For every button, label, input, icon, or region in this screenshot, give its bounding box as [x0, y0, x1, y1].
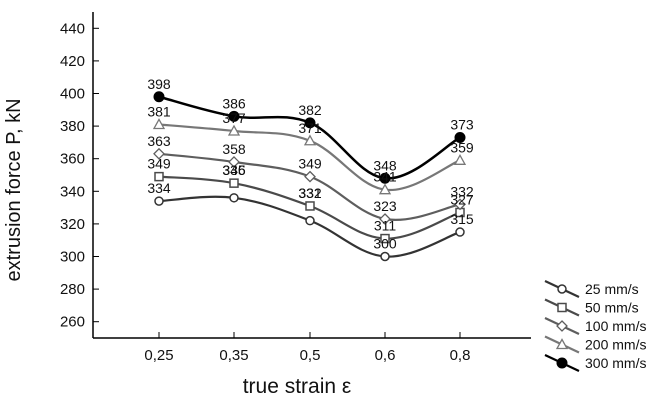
data-label: 332 — [450, 183, 474, 199]
point-25-mm-s — [455, 227, 465, 237]
point-100-mm-s — [379, 213, 391, 225]
point-25-mm-s — [154, 196, 164, 206]
y-tick-label: 420 — [60, 53, 85, 70]
data-label: 377 — [222, 110, 246, 126]
point-300-mm-s — [153, 91, 165, 103]
point-200-mm-s — [378, 183, 392, 195]
data-label: 315 — [450, 211, 474, 227]
data-label: 341 — [373, 169, 397, 185]
data-label: 381 — [147, 103, 171, 119]
data-label: 345 — [222, 162, 246, 178]
legend-marker — [556, 357, 568, 369]
data-label: 358 — [222, 141, 246, 157]
data-label: 373 — [450, 117, 474, 133]
point-300-mm-s — [228, 110, 240, 122]
y-tick-label: 360 — [60, 151, 85, 168]
data-label: 332 — [298, 185, 322, 201]
x-tick-label: 0,6 — [375, 347, 396, 364]
y-tick-label: 320 — [60, 216, 85, 233]
x-axis-ticks: 0,25 0,35 0,5 0,6 0,8 — [144, 332, 470, 364]
data-label: 348 — [373, 157, 397, 173]
y-tick-label: 260 — [60, 314, 85, 331]
point-200-mm-s — [453, 153, 467, 165]
data-label: 300 — [373, 236, 397, 252]
point-100-mm-s — [153, 147, 165, 160]
point-200-mm-s — [227, 124, 241, 136]
legend-label: 100 mm/s — [585, 318, 646, 334]
legend-label: 25 mm/s — [585, 281, 639, 297]
point-25-mm-s — [229, 193, 239, 203]
y-tick-label: 280 — [60, 281, 85, 298]
legend-label: 200 mm/s — [585, 337, 646, 353]
y-tick-label: 400 — [60, 86, 85, 103]
point-200-mm-s — [152, 118, 166, 130]
point-50-mm-s — [305, 201, 315, 211]
data-label: 327 — [450, 191, 474, 207]
point-100-mm-s — [228, 156, 240, 168]
x-tick-label: 0,5 — [300, 347, 321, 364]
point-300-mm-s — [379, 172, 391, 184]
data-label: 331 — [298, 185, 322, 201]
data-label: 382 — [298, 102, 322, 118]
data-label: 311 — [374, 218, 397, 234]
point-25-mm-s — [380, 251, 390, 262]
point-50-mm-s — [154, 171, 164, 182]
data-label: 334 — [147, 180, 171, 196]
x-tick-label: 0,35 — [219, 347, 248, 364]
point-300-mm-s — [304, 117, 316, 129]
x-tick-label: 0,25 — [144, 347, 173, 364]
data-label: 349 — [147, 156, 171, 172]
data-label: 363 — [147, 133, 171, 149]
point-100-mm-s — [454, 198, 466, 211]
y-tick-label: 340 — [60, 183, 85, 200]
x-tick-label: 0,8 — [450, 347, 471, 364]
data-label: 349 — [298, 156, 322, 172]
point-50-mm-s — [380, 233, 390, 244]
legend-label: 50 mm/s — [585, 300, 639, 316]
point-300-mm-s — [454, 132, 466, 144]
y-tick-label: 440 — [60, 20, 85, 37]
data-label: 398 — [147, 76, 171, 92]
legend-marker — [557, 284, 567, 294]
data-label: 359 — [450, 139, 474, 155]
y-tick-label: 380 — [60, 118, 85, 135]
axes — [92, 12, 531, 339]
point-25-mm-s — [305, 215, 315, 226]
data-label: 323 — [373, 198, 397, 214]
point-200-mm-s — [303, 134, 317, 146]
legend-label: 300 mm/s — [585, 355, 646, 371]
legend-marker — [557, 302, 567, 313]
data-label: 386 — [222, 95, 246, 111]
legend-marker — [556, 320, 568, 332]
data-label: 371 — [298, 120, 322, 136]
point-50-mm-s — [229, 178, 239, 188]
data-label: 336 — [222, 162, 246, 178]
series-points — [152, 91, 467, 262]
y-axis-ticks: 260 280 300 320 340 360 380 400 420 440 — [60, 20, 99, 331]
y-tick-label: 300 — [60, 249, 85, 266]
legend-marker — [555, 338, 569, 350]
x-axis-label: true strain ε — [243, 375, 352, 398]
point-100-mm-s — [304, 170, 316, 183]
y-axis-label: extrusion force P, kN — [3, 98, 25, 281]
legend: 25 mm/s 50 mm/s 100 mm/s 200 mm/s 300 mm/s — [544, 280, 646, 372]
